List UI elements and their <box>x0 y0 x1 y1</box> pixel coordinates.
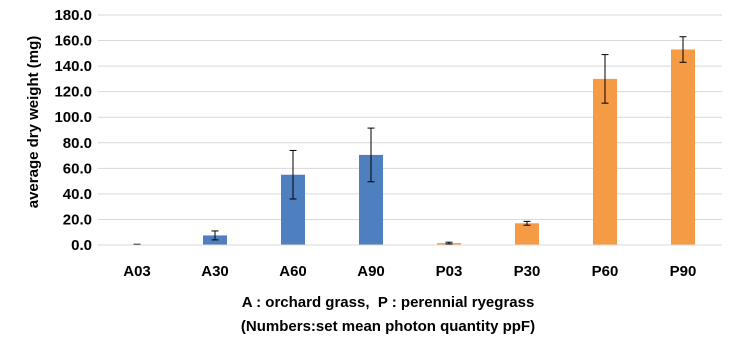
y-tick-label: 0.0 <box>71 237 92 254</box>
x-tick-label: A30 <box>201 263 229 280</box>
error-bars <box>133 36 687 246</box>
y-tick-label: 20.0 <box>63 211 92 228</box>
x-tick-label: P03 <box>436 263 463 280</box>
error-bar-A90 <box>367 127 375 183</box>
x-tick-label: A03 <box>123 263 151 280</box>
error-bar-P30 <box>523 220 531 226</box>
y-tick-label: 140.0 <box>54 58 92 75</box>
error-bar-A60 <box>289 149 297 200</box>
error-bar-P03 <box>445 241 453 245</box>
x-tick-label: P90 <box>670 263 697 280</box>
y-tick-label: 160.0 <box>54 33 92 50</box>
bar-P60 <box>593 78 617 245</box>
caption-line-2: (Numbers:set mean photon quantity ppF) <box>241 318 535 335</box>
y-axis-title: average dry weight (mg) <box>25 36 42 209</box>
bars <box>125 49 695 245</box>
y-tick-labels: 0.0 20.0 40.0 60.0 80.0 100.0 120.0 140.0 160.0 1… <box>54 7 92 254</box>
x-tick-label: P30 <box>514 263 541 280</box>
y-tick-label: 180.0 <box>54 7 92 24</box>
y-tick-label: 120.0 <box>54 84 92 101</box>
y-tick-label: 100.0 <box>54 109 92 126</box>
error-bar-A30 <box>211 230 219 241</box>
x-tick-labels: A03 A30 A60 A90 P03 P30 P60 P90 <box>123 263 696 280</box>
y-tick-label: 80.0 <box>63 135 92 152</box>
bar-P90 <box>671 49 695 245</box>
error-bar-P90 <box>679 36 687 63</box>
x-tick-label: A90 <box>357 263 385 280</box>
x-tick-label: P60 <box>592 263 619 280</box>
caption-line-1: A : orchard grass, P : perennial ryegras… <box>242 294 535 311</box>
y-tick-label: 60.0 <box>63 160 92 177</box>
bar-P30 <box>515 223 539 245</box>
y-tick-label: 40.0 <box>63 186 92 203</box>
x-tick-label: A60 <box>279 263 307 280</box>
error-bar-P60 <box>601 54 609 104</box>
grid-lines <box>98 14 722 220</box>
